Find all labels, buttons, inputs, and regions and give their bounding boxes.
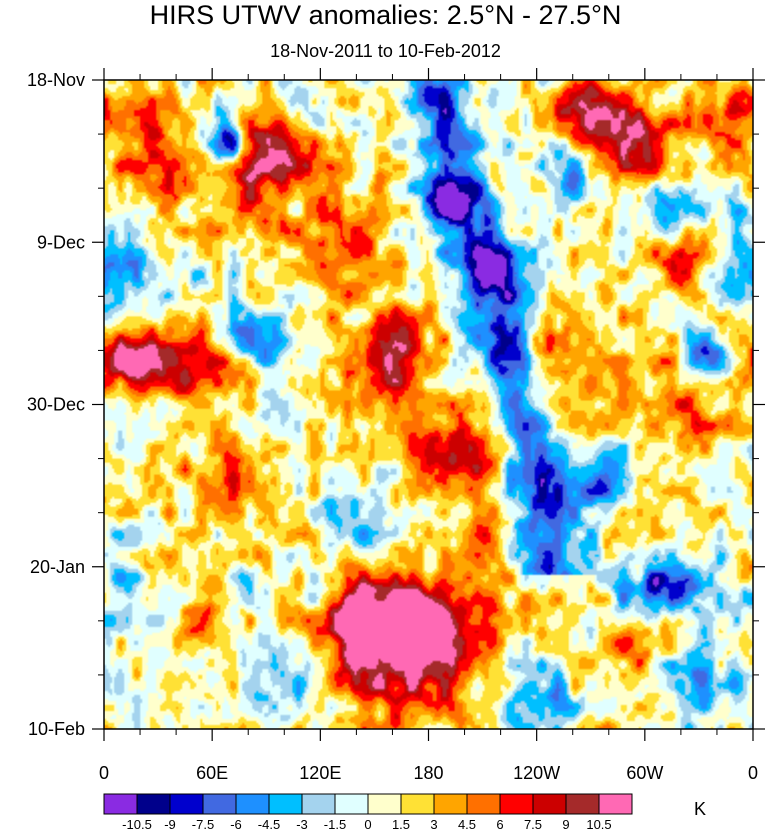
colorbar: -10.5 -9 -7.5 -6 -4.5 -3 -1.5 0 1.5 3 4.5 6 7.5 9 10.5 (103, 793, 633, 830)
colorbar-box (598, 793, 633, 815)
colorbar-box (532, 793, 567, 815)
colorbar-label: -3 (296, 817, 308, 830)
x-tick-label: 60W (626, 763, 663, 783)
x-tick-label: 120W (513, 763, 560, 783)
y-tick-label: 18-Nov (27, 70, 85, 90)
colorbar-box (136, 793, 171, 815)
colorbar-box (433, 793, 468, 815)
colorbar-box (499, 793, 534, 815)
chart-title: HIRS UTWV anomalies: 2.5°N - 27.5°N (149, 0, 622, 30)
y-tick-label: 20-Jan (30, 557, 85, 577)
axis-ticks (92, 68, 765, 741)
colorbar-label: -6 (230, 817, 242, 830)
anomaly-field (104, 80, 753, 729)
colorbar-box (334, 793, 369, 815)
x-tick-label: 120E (299, 763, 341, 783)
colorbar-label: -10.5 (122, 817, 152, 830)
colorbar-label: -7.5 (192, 817, 214, 830)
colorbar-label: 9 (562, 817, 569, 830)
colorbar-box (235, 793, 270, 815)
chart-subtitle: 18-Nov-2011 to 10-Feb-2012 (270, 41, 501, 61)
plot-area (104, 80, 753, 729)
colorbar-box (466, 793, 501, 815)
x-tick-label: 60E (196, 763, 228, 783)
y-axis-labels: 18-Nov 9-Dec 30-Dec 20-Jan 10-Feb (27, 70, 85, 739)
colorbar-label: 6 (496, 817, 503, 830)
colorbar-label: 1.5 (392, 817, 410, 830)
colorbar-label: -1.5 (324, 817, 346, 830)
x-axis-labels: 0 60E 120E 180 120W 60W 0 (99, 763, 758, 783)
colorbar-label: -4.5 (258, 817, 280, 830)
y-tick-label: 9-Dec (37, 232, 85, 252)
y-tick-label: 10-Feb (28, 719, 85, 739)
colorbar-label: 0 (364, 817, 371, 830)
colorbar-box (103, 793, 138, 815)
colorbar-label: 10.5 (586, 817, 611, 830)
colorbar-box (202, 793, 237, 815)
colorbar-label: 3 (430, 817, 437, 830)
colorbar-box (169, 793, 204, 815)
x-tick-label: 0 (99, 763, 109, 783)
colorbar-box (400, 793, 435, 815)
colorbar-box (301, 793, 336, 815)
x-tick-label: 0 (748, 763, 758, 783)
colorbar-box (367, 793, 402, 815)
colorbar-units-label: K (694, 799, 706, 819)
colorbar-box (565, 793, 600, 815)
colorbar-box (268, 793, 303, 815)
x-tick-label: 180 (413, 763, 443, 783)
y-tick-label: 30-Dec (27, 395, 85, 415)
colorbar-label: 4.5 (458, 817, 476, 830)
colorbar-label: 7.5 (524, 817, 542, 830)
colorbar-label: -9 (164, 817, 176, 830)
